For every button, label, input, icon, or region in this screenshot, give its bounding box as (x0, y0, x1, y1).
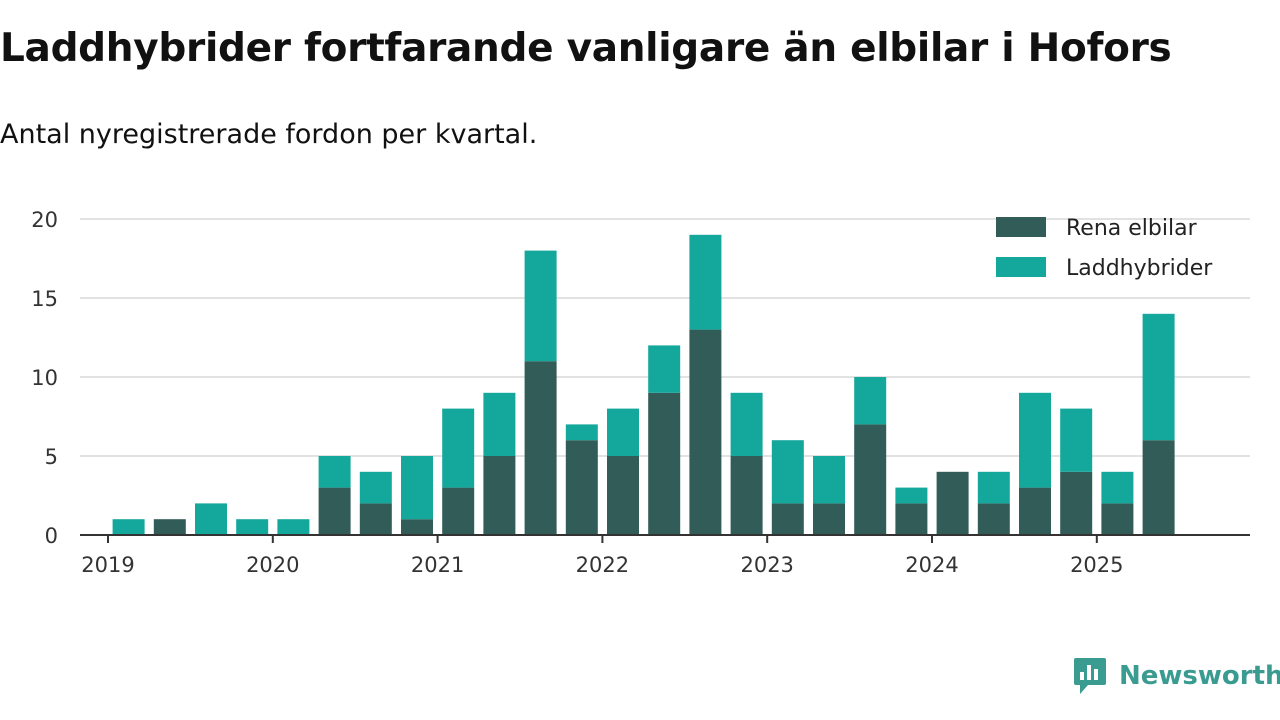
bar-laddhybrider-2024q4 (1060, 408, 1093, 472)
bar-laddhybrider-2025q1 (1101, 471, 1134, 504)
bar-laddhybrider-2020q3 (359, 471, 392, 504)
newsworthy-logo-icon (1074, 658, 1106, 694)
x-tick-label: 2024 (905, 553, 958, 577)
legend-swatch-rena-elbilar (996, 217, 1046, 237)
y-tick-label: 10 (31, 366, 58, 390)
bar-rena-elbilar-2023q1 (771, 503, 804, 535)
bar-rena-elbilar-2022q4 (730, 456, 763, 535)
bar-rena-elbilar-2023q4 (895, 503, 928, 535)
bar-rena-elbilar-2021q2 (483, 456, 516, 535)
bar-laddhybrider-2023q3 (854, 377, 887, 425)
x-tick-label: 2020 (246, 553, 299, 577)
bar-laddhybrider-2025q2 (1142, 313, 1175, 441)
bar-laddhybrider-2023q4 (895, 487, 928, 504)
bar-laddhybrider-2021q3 (524, 250, 557, 362)
bar-rena-elbilar-2024q1 (936, 471, 969, 535)
y-tick-label: 5 (45, 445, 58, 469)
brand-logo: Newsworthy (1073, 656, 1280, 696)
bar-rena-elbilar-2023q2 (813, 503, 845, 535)
legend-swatch-laddhybrider (996, 257, 1046, 277)
bar-rena-elbilar-2022q3 (689, 329, 722, 535)
bar-laddhybrider-2022q2 (648, 345, 681, 393)
chart-subtitle: Antal nyregistrerade fordon per kvartal. (0, 119, 538, 150)
bars (112, 234, 1175, 535)
bar-rena-elbilar-2023q3 (854, 424, 887, 535)
bar-laddhybrider-2020q2 (318, 456, 351, 488)
bar-laddhybrider-2023q1 (771, 440, 804, 504)
bar-rena-elbilar-2019q2 (153, 519, 186, 535)
bar-laddhybrider-2020q1 (277, 519, 310, 535)
x-tick-label: 2022 (576, 553, 629, 577)
legend: Rena elbilar Laddhybrider (996, 216, 1213, 281)
bar-laddhybrider-2021q2 (483, 392, 516, 456)
bar-rena-elbilar-2022q1 (607, 456, 639, 535)
bar-rena-elbilar-2024q2 (977, 503, 1010, 535)
bar-laddhybrider-2022q1 (607, 408, 639, 456)
chart-title: Laddhybrider fortfarande vanligare än el… (0, 26, 1172, 71)
bar-rena-elbilar-2024q3 (1019, 487, 1051, 535)
bar-laddhybrider-2020q4 (401, 456, 433, 520)
bar-rena-elbilar-2022q2 (648, 392, 681, 535)
bar-laddhybrider-2022q3 (689, 234, 722, 330)
bar-rena-elbilar-2021q1 (442, 487, 475, 535)
legend-label-laddhybrider: Laddhybrider (1066, 256, 1213, 281)
bar-laddhybrider-2019q4 (236, 519, 269, 535)
x-tick-label: 2021 (411, 553, 464, 577)
bar-rena-elbilar-2025q1 (1101, 503, 1134, 535)
bar-laddhybrider-2021q1 (442, 408, 475, 488)
y-tick-label: 20 (31, 208, 58, 232)
bar-rena-elbilar-2025q2 (1142, 440, 1175, 535)
bar-rena-elbilar-2020q3 (359, 503, 392, 535)
axes: 0 5 10 15 20 2019 2020 2021 2022 2023 2024 2025 (31, 208, 1250, 577)
legend-label-rena-elbilar: Rena elbilar (1066, 216, 1198, 241)
x-tick-label: 2023 (740, 553, 793, 577)
bar-rena-elbilar-2020q4 (401, 519, 433, 535)
x-tick-label: 2025 (1070, 553, 1123, 577)
y-tick-label: 0 (45, 524, 58, 548)
bar-rena-elbilar-2020q2 (318, 487, 351, 535)
brand-name: Newsworthy (1119, 661, 1280, 691)
bar-rena-elbilar-2021q4 (565, 440, 598, 535)
x-tick-label: 2019 (81, 553, 134, 577)
bar-laddhybrider-2021q4 (565, 424, 598, 441)
y-tick-label: 15 (31, 287, 58, 311)
bar-laddhybrider-2022q4 (730, 392, 763, 456)
bar-laddhybrider-2019q3 (195, 503, 227, 535)
bar-laddhybrider-2024q3 (1019, 392, 1051, 488)
bar-rena-elbilar-2021q3 (524, 361, 557, 535)
bar-rena-elbilar-2024q4 (1060, 471, 1093, 535)
bar-laddhybrider-2023q2 (813, 456, 845, 504)
bar-laddhybrider-2019q1 (112, 519, 145, 535)
bar-laddhybrider-2024q2 (977, 471, 1010, 504)
